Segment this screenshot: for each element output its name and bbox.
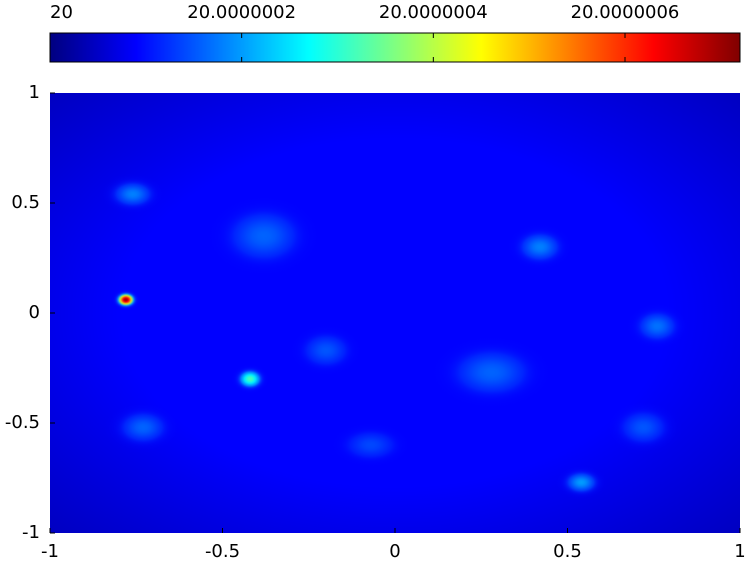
x-tick-label: -1 [41, 541, 59, 562]
colorbar-tick-label: 20 [50, 2, 73, 23]
colorbar-tick-label: 20.0000004 [379, 2, 488, 23]
y-tick-label: 0 [29, 302, 40, 323]
heatmap-peak [551, 462, 612, 503]
y-tick-label: 0.5 [11, 192, 40, 213]
heatmap-peak [320, 417, 421, 473]
heatmap-peak [94, 170, 171, 219]
x-tick-label: 1 [734, 541, 745, 562]
x-tick-label: -0.5 [205, 541, 240, 562]
colorbar [49, 32, 741, 63]
colorbar-tick-label: 20.0000006 [571, 2, 680, 23]
heatmap-peak [228, 362, 273, 396]
heatmap-peak [98, 397, 189, 458]
y-tick-label: -0.5 [5, 412, 40, 433]
plot-area [50, 93, 740, 533]
y-tick-label: 1 [29, 82, 40, 103]
heatmap-peak [416, 327, 567, 418]
x-tick-label: 0.5 [553, 541, 582, 562]
heatmap-peak [193, 186, 334, 286]
heatmap-peak [109, 287, 142, 312]
x-tick-label: 0 [389, 541, 400, 562]
heatmap-peak [499, 219, 580, 275]
heatmap-peak [281, 318, 371, 383]
heatmap-peak [598, 395, 689, 460]
y-tick-label: -1 [22, 522, 40, 543]
heatmap-peak [619, 298, 696, 355]
colorbar-tick-label: 20.0000002 [187, 2, 296, 23]
